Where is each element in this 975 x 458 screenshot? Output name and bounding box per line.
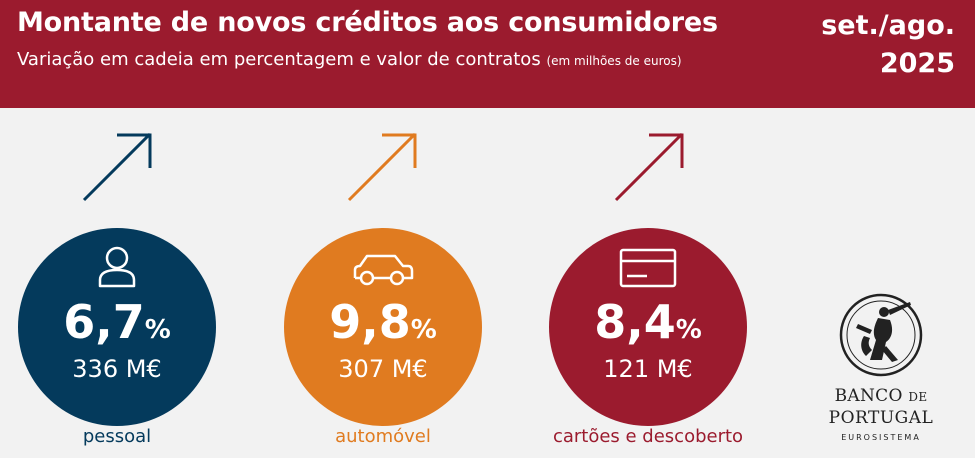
page-title: Montante de novos créditos aos consumido…	[17, 7, 718, 38]
percent-value: 9,8	[329, 295, 411, 349]
logo-text-line3: EUROSISTEMA	[841, 433, 921, 442]
banco-de-portugal-logo: BANCO DE PORTUGAL EUROSISTEMA	[826, 290, 936, 450]
logo-text-line2: PORTUGAL	[828, 408, 934, 428]
contract-amount: 336 M€	[72, 355, 162, 383]
period-label: set./ago. 2025	[821, 7, 955, 83]
car-icon	[353, 254, 414, 286]
subtitle-text: Variação em cadeia em percentagem e valo…	[17, 49, 541, 70]
logo-banco: BANCO	[834, 386, 903, 406]
up-arrow-icon	[614, 132, 684, 202]
percent-sign: %	[144, 315, 171, 345]
person-icon	[98, 246, 136, 288]
category-circle-automovel: 9,8% 307 M€	[284, 228, 482, 426]
subtitle-note: (em milhões de euros)	[546, 54, 682, 68]
logo-text-line1: BANCO DE	[826, 386, 936, 406]
bank-emblem-icon	[839, 293, 923, 377]
category-label-pessoal: pessoal	[82, 426, 152, 447]
percent-change: 9,8%	[284, 294, 482, 358]
period-months: set./ago.	[821, 10, 955, 41]
percent-sign: %	[410, 315, 437, 345]
percent-sign: %	[675, 315, 702, 345]
category-circle-pessoal: 6,7% 336 M€	[18, 228, 216, 426]
page-subtitle: Variação em cadeia em percentagem e valo…	[17, 49, 682, 70]
percent-value: 8,4	[594, 295, 676, 349]
category-label-cartoes: cartões e descoberto	[552, 426, 744, 447]
percent-change: 6,7%	[18, 294, 216, 358]
category-circle-cartoes: 8,4% 121 M€	[549, 228, 747, 426]
header-banner: Montante de novos créditos aos consumido…	[0, 0, 975, 108]
up-arrow-icon	[347, 132, 417, 202]
contract-amount: 307 M€	[338, 355, 428, 383]
contract-amount: 121 M€	[603, 355, 693, 383]
percent-change: 8,4%	[549, 294, 747, 358]
logo-de: DE	[908, 390, 928, 404]
category-label-automovel: automóvel	[335, 426, 431, 447]
up-arrow-icon	[82, 132, 152, 202]
percent-value: 6,7	[63, 295, 145, 349]
credit-card-icon	[619, 248, 677, 288]
period-year: 2025	[879, 48, 955, 79]
